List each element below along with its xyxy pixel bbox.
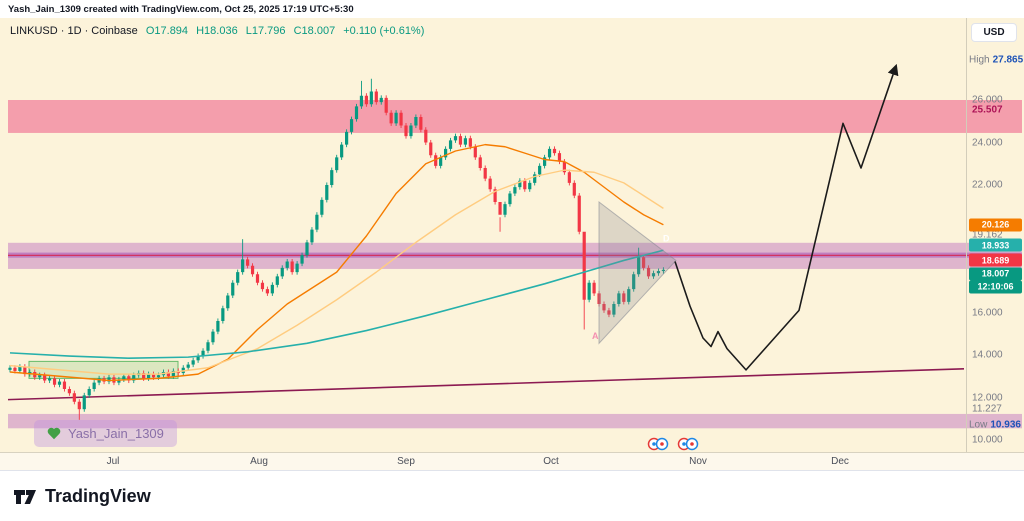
- price-tick: 14.000: [972, 349, 1003, 361]
- price-tick: 11.227: [972, 403, 1002, 415]
- eyes-sticker-icon: [647, 437, 699, 451]
- high-value: H18.036: [196, 25, 238, 37]
- pattern-label: A: [592, 331, 599, 341]
- candles-layer[interactable]: [8, 78, 665, 420]
- close-value: C18.007: [293, 25, 336, 37]
- trendline[interactable]: [7, 368, 965, 401]
- time-label: Oct: [543, 456, 559, 467]
- chart-canvas[interactable]: DA: [0, 18, 1024, 470]
- symbol-title[interactable]: LINKUSD · 1D · Coinbase: [10, 25, 138, 37]
- price-tick: 19.162: [972, 229, 1003, 241]
- price-tick: 22.000: [972, 179, 1003, 191]
- countdown-badge: 12:10:06: [969, 280, 1022, 294]
- time-axis[interactable]: Jul Aug Sep Oct Nov Dec: [0, 452, 1024, 470]
- open-value: O17.894: [145, 25, 189, 37]
- low-price-marker: Low 10.936: [969, 419, 1021, 431]
- time-label: Aug: [250, 456, 268, 467]
- zone-price-label: 25.507: [972, 104, 1003, 116]
- time-label: Nov: [689, 456, 707, 467]
- low-value: L17.796: [245, 25, 286, 37]
- tradingview-mark-icon: [14, 490, 36, 504]
- price-badge: 18.933: [969, 238, 1022, 252]
- triangle-pattern[interactable]: [598, 200, 677, 345]
- time-label: Sep: [397, 456, 415, 467]
- currency-button[interactable]: USD: [971, 23, 1017, 42]
- tradingview-logo[interactable]: TradingView: [12, 484, 151, 508]
- symbol-legend[interactable]: LINKUSD · 1D · Coinbase O17.894 H18.036 …: [10, 25, 424, 37]
- smooth-ma-line[interactable]: [9, 249, 664, 359]
- attribution-bar: Yash_Jain_1309 created with TradingView.…: [0, 0, 1024, 18]
- slow-ma-line[interactable]: [9, 169, 664, 375]
- time-label: Dec: [831, 456, 849, 467]
- low-demand-zone[interactable]: [8, 413, 1022, 429]
- price-tick: 26.000: [972, 94, 1003, 106]
- resistance-zone[interactable]: [8, 100, 1022, 133]
- attribution-text: Yash_Jain_1309 created with TradingView.…: [8, 3, 354, 15]
- change-value: +0.110 (+0.61%): [343, 25, 425, 37]
- price-axis[interactable]: 26.000 24.000 22.000 19.162 16.000 14.000 12.0…: [966, 18, 1024, 452]
- price-badge: 18.007: [969, 267, 1022, 281]
- brand-text: TradingView: [45, 485, 151, 506]
- watermark-text: Yash_Jain_1309: [68, 426, 164, 441]
- high-price-marker: High 27.865: [969, 54, 1024, 66]
- price-tick: 12.000: [972, 392, 1003, 403]
- heart-icon: [47, 427, 61, 440]
- time-label: Jul: [106, 456, 120, 467]
- pattern-label: D: [663, 233, 670, 243]
- price-tick: 24.000: [972, 137, 1003, 148]
- projection-path[interactable]: [674, 63, 899, 371]
- price-badge: 18.689: [969, 253, 1022, 267]
- price-tick: 16.000: [972, 307, 1003, 318]
- footer-bar: TradingView: [0, 470, 1024, 521]
- user-watermark: Yash_Jain_1309: [34, 420, 177, 447]
- fast-ma-line[interactable]: [9, 143, 664, 382]
- price-tick: 10.000: [972, 434, 1003, 446]
- ohlc-values: O17.894 H18.036 L17.796 C18.007 +0.110 (…: [141, 25, 425, 37]
- price-badge: 20.126: [969, 218, 1022, 232]
- sticker-icons[interactable]: [646, 436, 704, 457]
